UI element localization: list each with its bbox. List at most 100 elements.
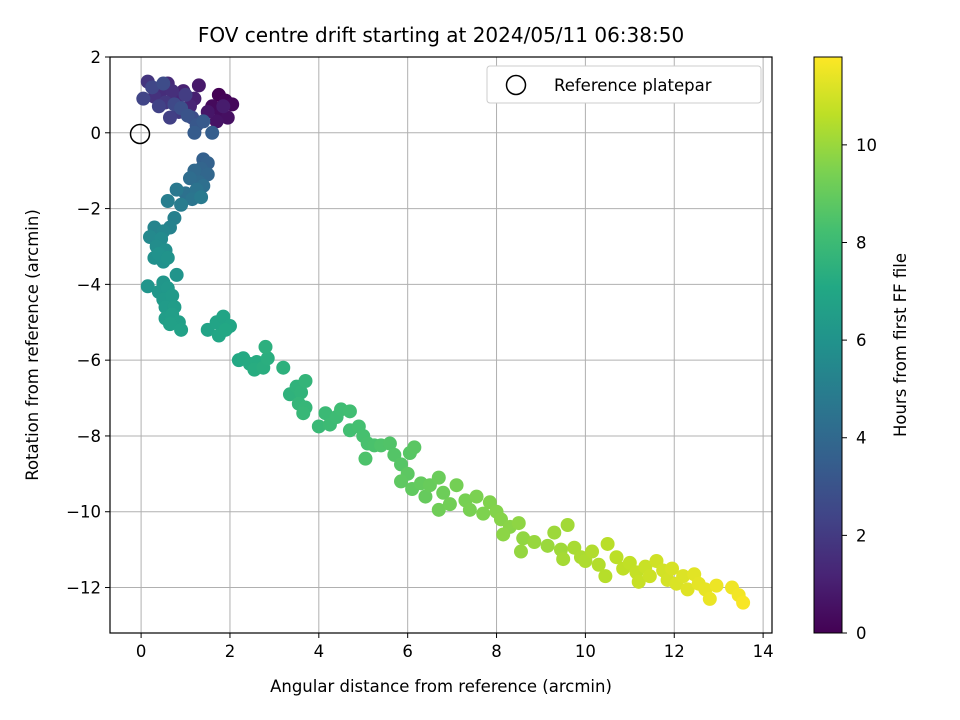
data-point: [560, 518, 575, 532]
colorbar-tick-label: 0: [856, 624, 867, 643]
data-point: [600, 536, 615, 551]
data-point: [431, 502, 446, 517]
colorbar-tick-label: 6: [856, 331, 867, 350]
data-point: [318, 406, 333, 421]
data-point: [736, 595, 751, 610]
data-point: [469, 489, 484, 504]
data-point: [476, 506, 491, 521]
data-point: [462, 502, 477, 517]
data-point: [216, 99, 231, 114]
data-point: [449, 478, 464, 493]
y-tick-label: −8: [77, 427, 101, 446]
data-point: [418, 489, 433, 504]
data-point: [382, 436, 397, 451]
y-tick-label: −2: [77, 200, 101, 219]
legend-reference-marker: [505, 74, 527, 96]
x-axis-ticks: 0 2 4 6 8 10 12 14: [136, 633, 774, 661]
colorbar-tick-label: 8: [856, 233, 867, 252]
data-point: [196, 114, 211, 129]
y-axis-title: Rotation from reference (arcmin): [23, 209, 42, 481]
x-tick-label: 10: [575, 642, 596, 661]
data-point: [709, 578, 724, 593]
plot-area: 0 2 4 6 8 10 12 14 2 0 −2 −4 −6 −8 −10 −12: [66, 48, 773, 661]
data-point: [151, 99, 166, 114]
data-point: [631, 574, 646, 589]
colorbar-tick-label: 4: [856, 429, 867, 448]
data-point: [258, 339, 273, 354]
reference-marker: [129, 123, 151, 145]
data-point: [218, 322, 233, 337]
data-point: [556, 552, 571, 567]
data-point: [145, 80, 160, 95]
x-tick-label: 12: [664, 642, 685, 661]
data-points: [136, 74, 751, 610]
data-point: [294, 385, 309, 400]
data-point: [205, 125, 220, 140]
x-tick-label: 8: [491, 642, 502, 661]
y-tick-label: −4: [77, 275, 101, 294]
data-point: [209, 114, 224, 129]
data-point: [591, 557, 606, 572]
data-point: [342, 404, 357, 419]
data-point: [182, 171, 197, 186]
data-point: [702, 591, 717, 606]
data-point: [160, 194, 175, 208]
data-point: [676, 569, 691, 584]
y-axis-ticks: 2 0 −2 −4 −6 −8 −10 −12: [66, 48, 110, 598]
colorbar: 0 2 4 6 8 10 Hours from first FF file: [813, 56, 910, 643]
data-point: [298, 374, 313, 388]
data-point: [585, 544, 600, 559]
y-tick-label: 2: [91, 48, 102, 67]
data-point: [180, 108, 195, 123]
colorbar-gradient: [813, 56, 843, 634]
data-point: [436, 485, 451, 500]
data-point: [276, 360, 291, 375]
data-point: [220, 110, 235, 125]
data-point: [178, 87, 193, 102]
y-tick-label: −6: [77, 351, 101, 370]
plot-frame: [109, 56, 773, 634]
data-point: [642, 569, 657, 584]
data-point: [174, 322, 189, 337]
y-tick-label: −10: [66, 503, 101, 522]
data-point: [169, 182, 184, 197]
data-point: [680, 582, 695, 597]
data-point: [513, 544, 528, 559]
data-point: [540, 538, 555, 553]
data-point: [187, 125, 202, 140]
data-point: [609, 550, 624, 565]
chart-title: FOV centre drift starting at 2024/05/11 …: [198, 23, 684, 47]
data-point: [260, 351, 275, 366]
colorbar-tick-label: 2: [856, 526, 867, 545]
data-point: [527, 535, 542, 550]
x-axis-title: Angular distance from reference (arcmin): [270, 677, 612, 696]
data-point: [194, 190, 209, 205]
colorbar-tick-label: 10: [856, 136, 877, 155]
data-point: [140, 279, 155, 294]
data-point: [162, 317, 177, 332]
data-point: [169, 267, 184, 282]
x-tick-label: 6: [402, 642, 413, 661]
data-point: [165, 288, 180, 303]
data-point: [160, 250, 175, 265]
data-point: [156, 76, 171, 91]
legend-label: Reference platepar: [554, 76, 712, 95]
data-point: [394, 474, 409, 489]
data-point: [496, 527, 511, 542]
colorbar-title: Hours from first FF file: [891, 253, 910, 437]
x-tick-label: 4: [314, 642, 325, 661]
data-point: [136, 91, 151, 106]
x-tick-label: 2: [225, 642, 236, 661]
data-point: [431, 470, 446, 485]
data-point: [442, 497, 457, 512]
data-point: [191, 78, 206, 93]
data-point: [311, 419, 326, 434]
data-point: [162, 110, 177, 125]
data-point: [598, 569, 613, 584]
data-point: [296, 406, 311, 421]
data-point: [511, 516, 526, 531]
colorbar-ticks: 0 2 4 6 8 10: [842, 136, 877, 643]
data-point: [516, 531, 531, 546]
y-tick-label: −12: [66, 579, 101, 598]
